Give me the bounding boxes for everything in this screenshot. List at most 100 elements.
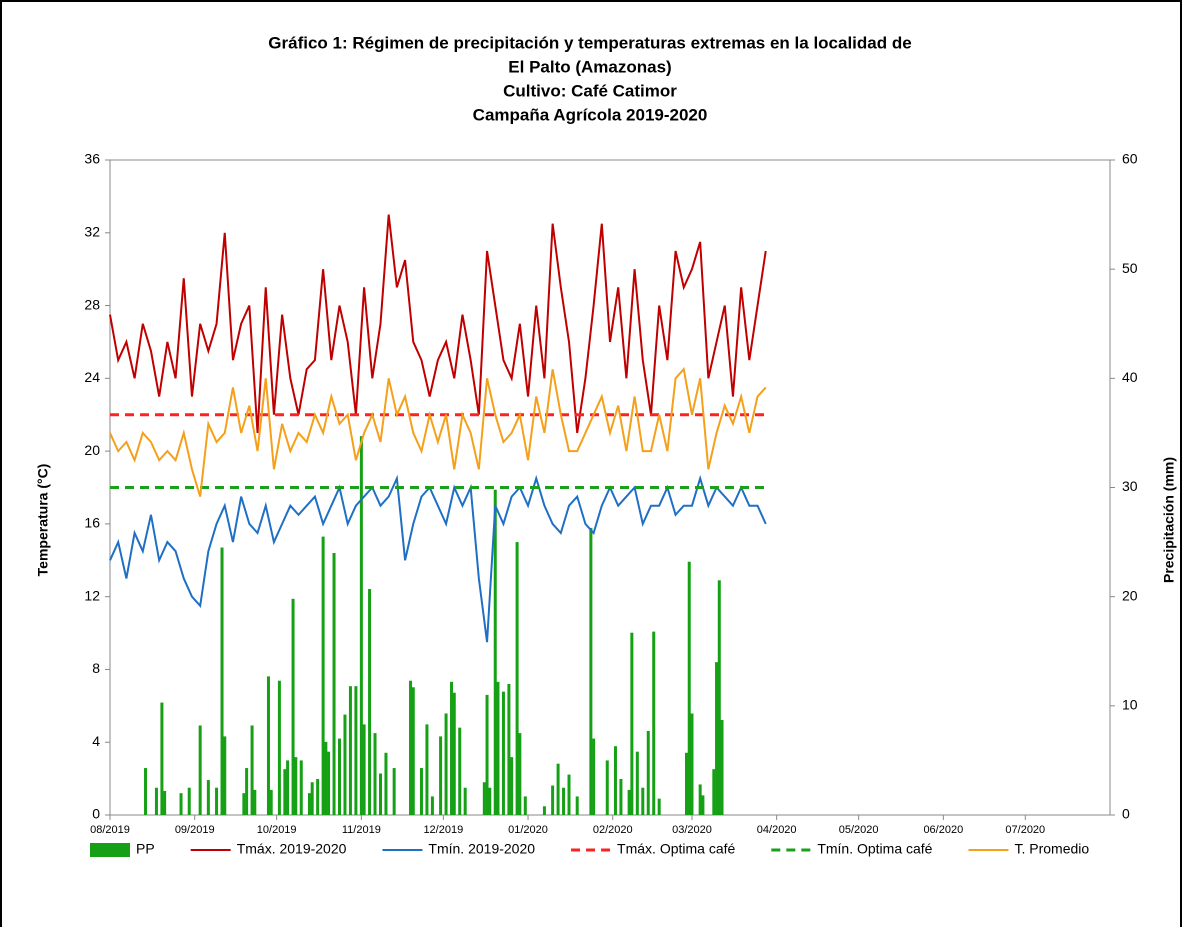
y-tick-label: 12	[84, 587, 100, 603]
pp-bar	[450, 681, 454, 815]
pp-bar	[592, 738, 596, 815]
pp-bar	[425, 724, 429, 815]
y2-axis-label: Precipitación (mm)	[1161, 457, 1177, 583]
y-tick-label: 28	[84, 296, 100, 312]
y-tick-label: 24	[84, 369, 100, 385]
pp-bar	[515, 542, 519, 815]
pp-bar	[717, 580, 721, 815]
pp-bar	[510, 757, 514, 815]
chart-title: El Palto (Amazonas)	[508, 57, 671, 76]
x-tick-label: 11/2019	[342, 824, 381, 836]
pp-bar	[630, 632, 634, 815]
y-tick-label: 16	[84, 515, 100, 531]
x-tick-label: 12/2019	[423, 824, 463, 836]
pp-bar	[316, 778, 320, 815]
pp-bar	[687, 561, 691, 815]
y-tick-label: 20	[84, 442, 100, 458]
pp-bar	[493, 489, 497, 815]
pp-bar	[291, 598, 295, 815]
pp-bar	[635, 751, 639, 815]
pp-bar	[343, 714, 347, 815]
pp-bar	[373, 733, 377, 815]
pp-bar	[310, 782, 314, 815]
pp-bar	[627, 789, 631, 815]
pp-bar	[613, 746, 617, 815]
y2-tick-label: 30	[1122, 478, 1138, 494]
pp-bar	[712, 769, 716, 815]
pp-bar	[327, 751, 331, 815]
pp-bar	[452, 692, 456, 815]
pp-bar	[368, 589, 372, 815]
x-tick-label: 04/2020	[757, 824, 797, 836]
pp-bar	[488, 787, 492, 815]
pp-bar	[245, 768, 249, 815]
x-tick-label: 07/2020	[1005, 824, 1045, 836]
pp-bar	[179, 793, 183, 815]
legend-label: T. Promedio	[1014, 841, 1089, 857]
pp-bar	[690, 713, 694, 815]
pp-bar	[485, 694, 489, 815]
pp-bar	[187, 787, 191, 815]
pp-bar	[439, 736, 443, 815]
chart-title: Campaña Agrícola 2019-2020	[473, 105, 708, 124]
pp-bar	[567, 774, 571, 815]
pp-bar	[286, 760, 290, 815]
legend-label: Tmín. 2019-2020	[428, 841, 535, 857]
pp-bar	[215, 787, 219, 815]
pp-bar	[206, 780, 210, 815]
pp-bar	[482, 782, 486, 815]
pp-bar	[698, 784, 702, 815]
pp-bar	[144, 768, 148, 815]
pp-bar	[652, 631, 656, 815]
pp-bar	[321, 536, 325, 815]
pp-bar	[384, 752, 388, 815]
legend-label: Tmáx. 2019-2020	[237, 841, 347, 857]
pp-bar	[283, 769, 287, 815]
pp-bar	[392, 768, 396, 815]
series-line	[109, 214, 767, 434]
pp-bar	[589, 527, 593, 815]
pp-bar	[409, 680, 413, 815]
pp-bar	[518, 733, 522, 815]
x-tick-label: 05/2020	[839, 824, 879, 836]
series-line	[109, 367, 767, 497]
pp-bar	[646, 730, 650, 815]
chart-title: Gráfico 1: Régimen de precipitación y te…	[268, 33, 911, 52]
pp-bar	[715, 662, 719, 815]
pp-bar	[332, 553, 336, 815]
pp-bar	[463, 787, 467, 815]
pp-bar	[299, 760, 303, 815]
legend-label: PP	[136, 841, 155, 857]
pp-bar	[223, 736, 227, 815]
pp-bar	[419, 768, 423, 815]
pp-bar	[359, 436, 363, 815]
y2-tick-label: 40	[1122, 369, 1138, 385]
pp-bar	[501, 691, 505, 815]
chart-title: Cultivo: Café Catimor	[503, 81, 677, 100]
y2-tick-label: 20	[1122, 587, 1138, 603]
pp-bar	[250, 725, 254, 815]
pp-bar	[657, 798, 661, 815]
pp-bar	[220, 547, 224, 815]
pp-bar	[324, 741, 328, 815]
x-tick-label: 09/2019	[175, 824, 215, 836]
y-tick-label: 4	[92, 733, 100, 749]
pp-bar	[160, 702, 164, 815]
y-tick-label: 8	[92, 660, 100, 676]
x-tick-label: 06/2020	[923, 824, 963, 836]
pp-bar	[605, 760, 609, 815]
pp-bar	[523, 796, 527, 815]
pp-bar	[269, 789, 273, 815]
pp-bar	[458, 727, 462, 815]
pp-bar	[362, 724, 366, 815]
x-tick-label: 01/2020	[508, 824, 548, 836]
pp-bar	[551, 785, 555, 815]
y-tick-label: 32	[84, 223, 100, 239]
series-line	[109, 474, 767, 643]
pp-bar	[307, 793, 311, 815]
x-tick-label: 03/2020	[672, 824, 712, 836]
y2-tick-label: 0	[1122, 806, 1130, 822]
x-tick-label: 08/2019	[90, 824, 130, 836]
